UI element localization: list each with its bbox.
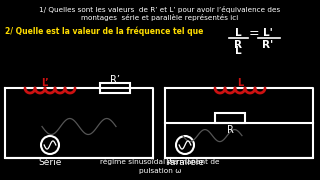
Text: R: R bbox=[234, 40, 242, 50]
Bar bbox=[100, 83, 130, 93]
Text: R’: R’ bbox=[110, 75, 120, 85]
Text: régime sinusoïdal permanent de
pulsation ω: régime sinusoïdal permanent de pulsation… bbox=[100, 158, 220, 174]
Text: R': R' bbox=[262, 40, 274, 50]
Text: =: = bbox=[249, 28, 259, 40]
Text: L’: L’ bbox=[41, 78, 49, 88]
Text: L': L' bbox=[263, 28, 273, 38]
Text: Série: Série bbox=[38, 158, 62, 167]
Text: 1/ Quelles sont les valeurs  de R’ et L’ pour avoir l’équivalence des: 1/ Quelles sont les valeurs de R’ et L’ … bbox=[39, 6, 281, 13]
Text: L: L bbox=[235, 46, 241, 56]
Text: L: L bbox=[237, 78, 243, 88]
Text: montages  série et parallèle représentés ici: montages série et parallèle représentés … bbox=[81, 14, 239, 21]
Text: L: L bbox=[235, 28, 241, 38]
Bar bbox=[215, 113, 245, 123]
Text: 2/ Quelle est la valeur de la fréquence tel que: 2/ Quelle est la valeur de la fréquence … bbox=[5, 26, 204, 35]
Text: Parallèle: Parallèle bbox=[165, 158, 204, 167]
Text: R: R bbox=[227, 125, 233, 135]
